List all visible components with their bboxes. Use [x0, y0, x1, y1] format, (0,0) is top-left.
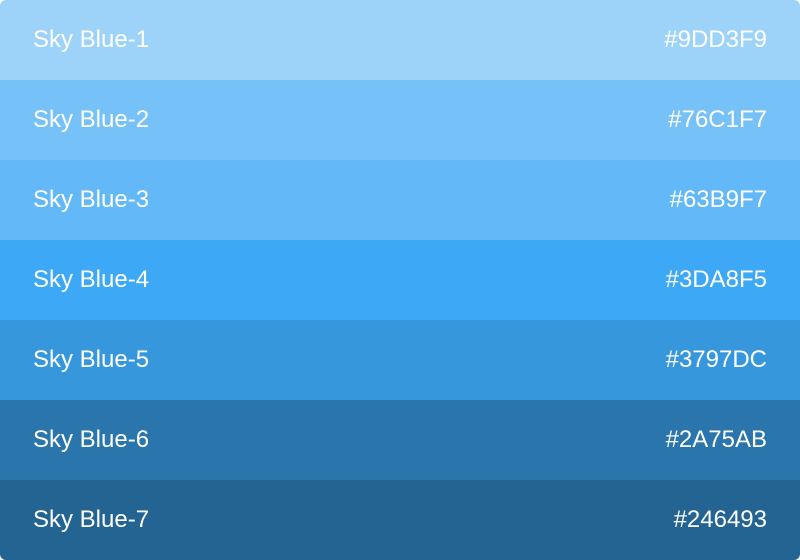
swatch-name: Sky Blue-5 — [33, 346, 150, 373]
swatch-hex: #3797DC — [665, 346, 767, 373]
swatch-sky-blue-7[interactable]: Sky Blue-7 #246493 — [0, 480, 800, 560]
swatch-sky-blue-5[interactable]: Sky Blue-5 #3797DC — [0, 320, 800, 400]
swatch-hex: #76C1F7 — [668, 106, 767, 133]
swatch-hex: #9DD3F9 — [664, 26, 767, 53]
swatch-sky-blue-2[interactable]: Sky Blue-2 #76C1F7 — [0, 80, 800, 160]
swatch-hex: #63B9F7 — [669, 186, 767, 213]
swatch-sky-blue-6[interactable]: Sky Blue-6 #2A75AB — [0, 400, 800, 480]
swatch-name: Sky Blue-3 — [33, 186, 150, 213]
swatch-sky-blue-3[interactable]: Sky Blue-3 #63B9F7 — [0, 160, 800, 240]
swatch-hex: #246493 — [673, 506, 767, 533]
swatch-name: Sky Blue-2 — [33, 106, 150, 133]
swatch-hex: #2A75AB — [665, 426, 767, 453]
swatch-sky-blue-1[interactable]: Sky Blue-1 #9DD3F9 — [0, 0, 800, 80]
swatch-name: Sky Blue-1 — [33, 26, 150, 53]
swatch-hex: #3DA8F5 — [665, 266, 767, 293]
swatch-name: Sky Blue-7 — [33, 506, 150, 533]
swatch-name: Sky Blue-6 — [33, 426, 150, 453]
swatch-sky-blue-4[interactable]: Sky Blue-4 #3DA8F5 — [0, 240, 800, 320]
swatch-name: Sky Blue-4 — [33, 266, 150, 293]
